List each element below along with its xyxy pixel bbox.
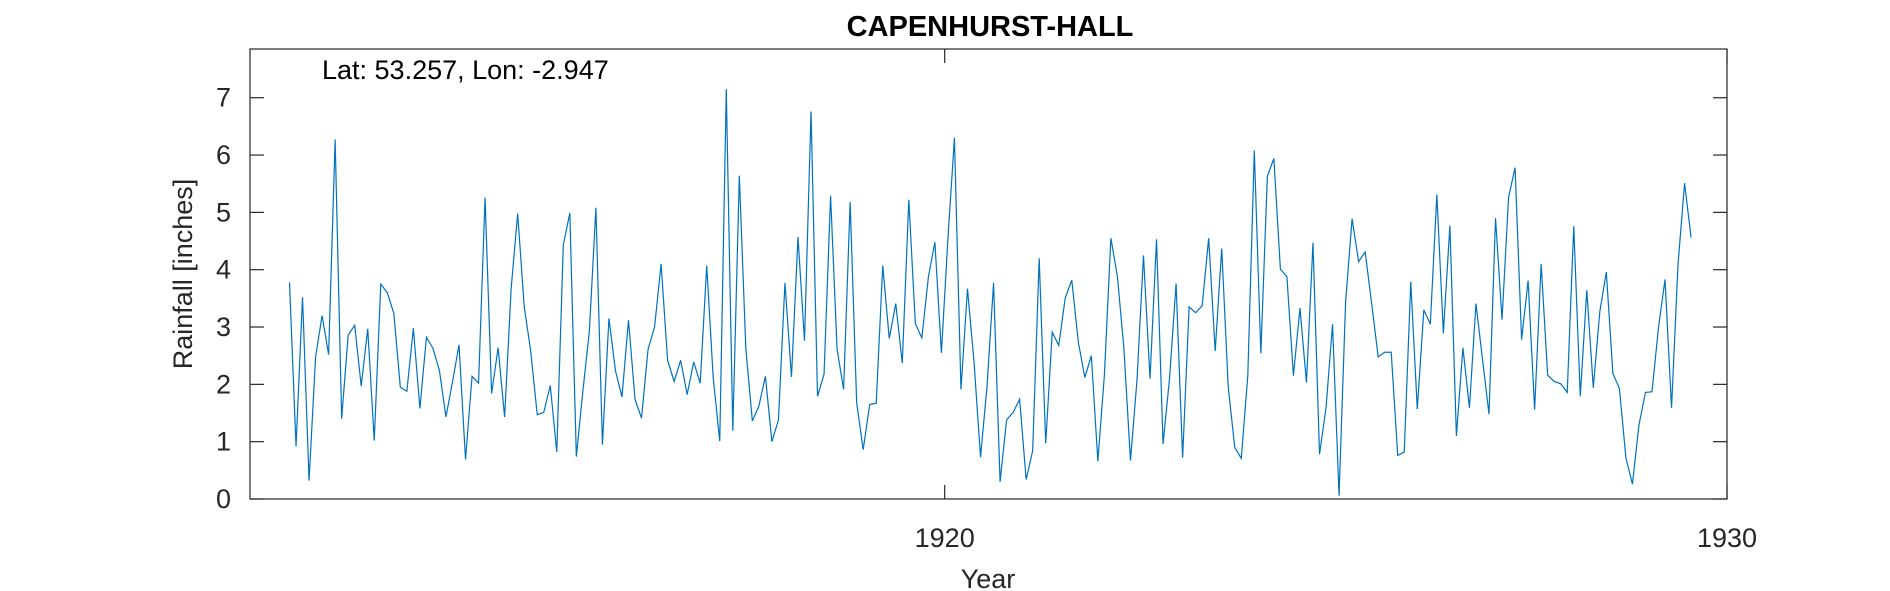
location-annotation: Lat: 53.257, Lon: -2.947 [322,55,609,85]
y-tick-label: 3 [216,312,231,342]
plot-area [249,48,1728,500]
y-tick-label: 7 [216,83,231,113]
chart-title: CAPENHURST-HALL [847,11,1134,43]
y-tick-label: 0 [216,484,231,514]
rainfall-series-line [288,89,1692,496]
y-axis: 0 1 2 3 4 5 6 7 [216,83,1727,514]
y-tick-label: 5 [216,197,231,227]
x-tick-label: 1920 [915,523,975,553]
y-tick-label: 6 [216,140,231,170]
y-tick-label: 2 [216,369,231,399]
y-axis-label: Rainfall [inches] [168,179,198,370]
x-axis-label: Year [961,564,1016,591]
y-tick-label: 4 [216,255,231,285]
x-tick-label: 1930 [1697,523,1757,553]
y-tick-label: 1 [216,427,231,457]
x-axis: 1920 1930 [915,49,1757,553]
